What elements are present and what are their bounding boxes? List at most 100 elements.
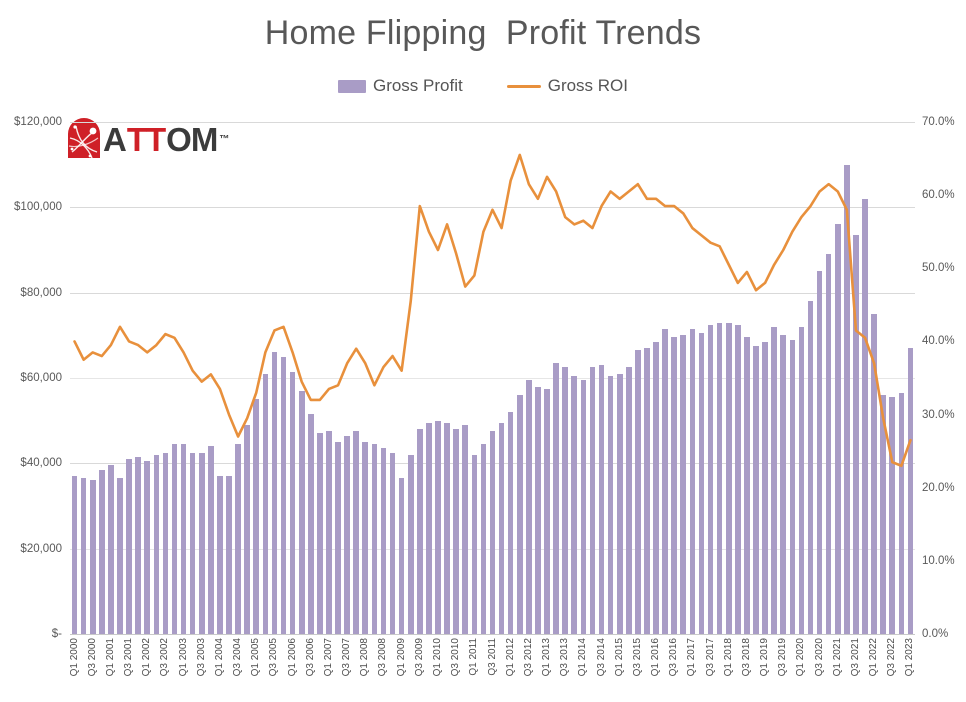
bar-q1-2013[interactable] — [544, 388, 550, 634]
legend-item-gross-roi[interactable]: Gross ROI — [506, 76, 628, 96]
bar-q1-2012[interactable] — [507, 412, 514, 634]
bar-q2-2006[interactable] — [298, 390, 305, 634]
bar-q4-2002[interactable] — [171, 444, 178, 634]
bar-q4-2014[interactable] — [607, 375, 614, 634]
bar-q2-2015[interactable] — [625, 367, 632, 634]
bar-q4-2006[interactable] — [317, 433, 323, 634]
bar-q3-2004[interactable] — [235, 444, 241, 634]
bar-q3-2016[interactable] — [671, 337, 678, 634]
bar-q2-2021[interactable] — [844, 164, 850, 634]
bar-q2-2014[interactable] — [589, 367, 596, 634]
bar-q3-2000[interactable] — [89, 480, 96, 634]
bar-q3-2005[interactable] — [271, 352, 278, 634]
bar-q4-2012[interactable] — [535, 386, 541, 634]
bar-q1-2004[interactable] — [217, 476, 223, 634]
bar-q2-2003[interactable] — [189, 452, 196, 634]
bar-q3-2003[interactable] — [198, 452, 205, 634]
bar-q4-2018[interactable] — [753, 346, 759, 634]
bar-q4-2000[interactable] — [98, 469, 105, 634]
bar-q2-2018[interactable] — [735, 324, 741, 634]
bar-q1-2019[interactable] — [762, 341, 768, 634]
bar-q3-2017[interactable] — [707, 324, 714, 634]
bar-q4-2001[interactable] — [135, 456, 141, 634]
bar-q4-2015[interactable] — [644, 348, 650, 634]
bar-q2-2009[interactable] — [407, 454, 414, 634]
bar-q2-2017[interactable] — [698, 333, 705, 634]
bar-q1-2023[interactable] — [907, 348, 914, 634]
bar-q1-2022[interactable] — [871, 314, 877, 634]
bar-q1-2009[interactable] — [398, 478, 405, 634]
bar-q4-2020[interactable] — [825, 254, 832, 634]
bar-q3-2008[interactable] — [380, 448, 387, 634]
bar-q1-2017[interactable] — [689, 328, 696, 634]
bar-q3-2012[interactable] — [526, 380, 532, 634]
bar-q1-2020[interactable] — [798, 326, 805, 634]
bar-q1-2010[interactable] — [435, 420, 441, 634]
bar-q2-2011[interactable] — [480, 444, 487, 634]
y-axis-right-tick: 40.0% — [922, 335, 955, 348]
bar-q3-2022[interactable] — [889, 397, 896, 634]
bar-q2-2001[interactable] — [117, 478, 123, 634]
bar-q1-2005[interactable] — [253, 399, 260, 634]
bar-q2-2010[interactable] — [444, 422, 450, 634]
bar-q2-2000[interactable] — [80, 478, 87, 634]
bar-q1-2001[interactable] — [108, 465, 114, 634]
bar-q2-2022[interactable] — [880, 395, 886, 634]
bar-q4-2022[interactable] — [898, 392, 905, 634]
bar-q1-2000[interactable] — [71, 476, 78, 634]
bar-q4-2017[interactable] — [716, 322, 723, 634]
bar-q2-2005[interactable] — [262, 373, 269, 634]
bar-q1-2007[interactable] — [326, 431, 332, 634]
bar-q4-2003[interactable] — [208, 446, 214, 634]
bar-q4-2010[interactable] — [462, 424, 469, 634]
bar-q4-2019[interactable] — [789, 339, 796, 634]
bar-q4-2011[interactable] — [498, 422, 505, 634]
bar-q2-2020[interactable] — [807, 301, 814, 634]
bar-q4-2009[interactable] — [426, 422, 432, 634]
x-axis-tick: Q3 2008 — [377, 638, 389, 677]
bar-q2-2019[interactable] — [771, 326, 777, 634]
bar-q3-2006[interactable] — [307, 414, 314, 634]
bar-q3-2019[interactable] — [780, 335, 787, 634]
y-axis-right-tick: 60.0% — [922, 189, 955, 202]
bar-q2-2016[interactable] — [662, 328, 668, 634]
bar-q1-2021[interactable] — [834, 224, 841, 634]
bar-q1-2002[interactable] — [144, 461, 151, 634]
bar-q4-2005[interactable] — [280, 356, 287, 634]
bar-q3-2015[interactable] — [635, 350, 641, 634]
bar-q2-2007[interactable] — [335, 442, 341, 634]
bar-q1-2018[interactable] — [725, 322, 732, 634]
bar-q4-2008[interactable] — [389, 452, 396, 634]
bar-q2-2008[interactable] — [371, 444, 378, 634]
bar-q3-2009[interactable] — [416, 429, 423, 634]
bar-q4-2021[interactable] — [862, 198, 868, 634]
bar-q3-2018[interactable] — [744, 337, 750, 634]
bar-q3-2013[interactable] — [562, 367, 568, 634]
bar-q1-2011[interactable] — [471, 454, 478, 634]
bar-q3-2011[interactable] — [489, 431, 496, 634]
bar-q4-2013[interactable] — [571, 375, 578, 634]
bar-q3-2007[interactable] — [344, 435, 350, 634]
bar-q3-2014[interactable] — [598, 365, 605, 634]
bar-q1-2003[interactable] — [180, 444, 187, 634]
bar-q2-2002[interactable] — [153, 454, 160, 634]
bar-q3-2010[interactable] — [453, 429, 459, 634]
legend-item-gross-profit[interactable]: Gross Profit — [337, 76, 463, 96]
bar-q1-2008[interactable] — [362, 442, 369, 634]
bar-q3-2002[interactable] — [162, 452, 169, 634]
bar-q2-2012[interactable] — [516, 395, 523, 634]
bar-q3-2020[interactable] — [816, 271, 823, 634]
bar-q3-2001[interactable] — [126, 459, 132, 634]
bar-q1-2016[interactable] — [653, 341, 659, 634]
bar-q4-2004[interactable] — [244, 424, 250, 634]
bar-q1-2006[interactable] — [289, 371, 296, 634]
x-axis-tick: Q3 2020 — [813, 638, 825, 677]
bar-q4-2007[interactable] — [353, 431, 360, 634]
bar-q4-2016[interactable] — [680, 335, 687, 634]
bar-q1-2014[interactable] — [580, 380, 587, 634]
bar-q1-2015[interactable] — [616, 373, 623, 634]
bar-q2-2004[interactable] — [226, 476, 232, 634]
bar-q2-2013[interactable] — [553, 363, 559, 634]
x-axis-tick: Q1 2014 — [577, 638, 589, 677]
bar-q3-2021[interactable] — [853, 235, 859, 634]
